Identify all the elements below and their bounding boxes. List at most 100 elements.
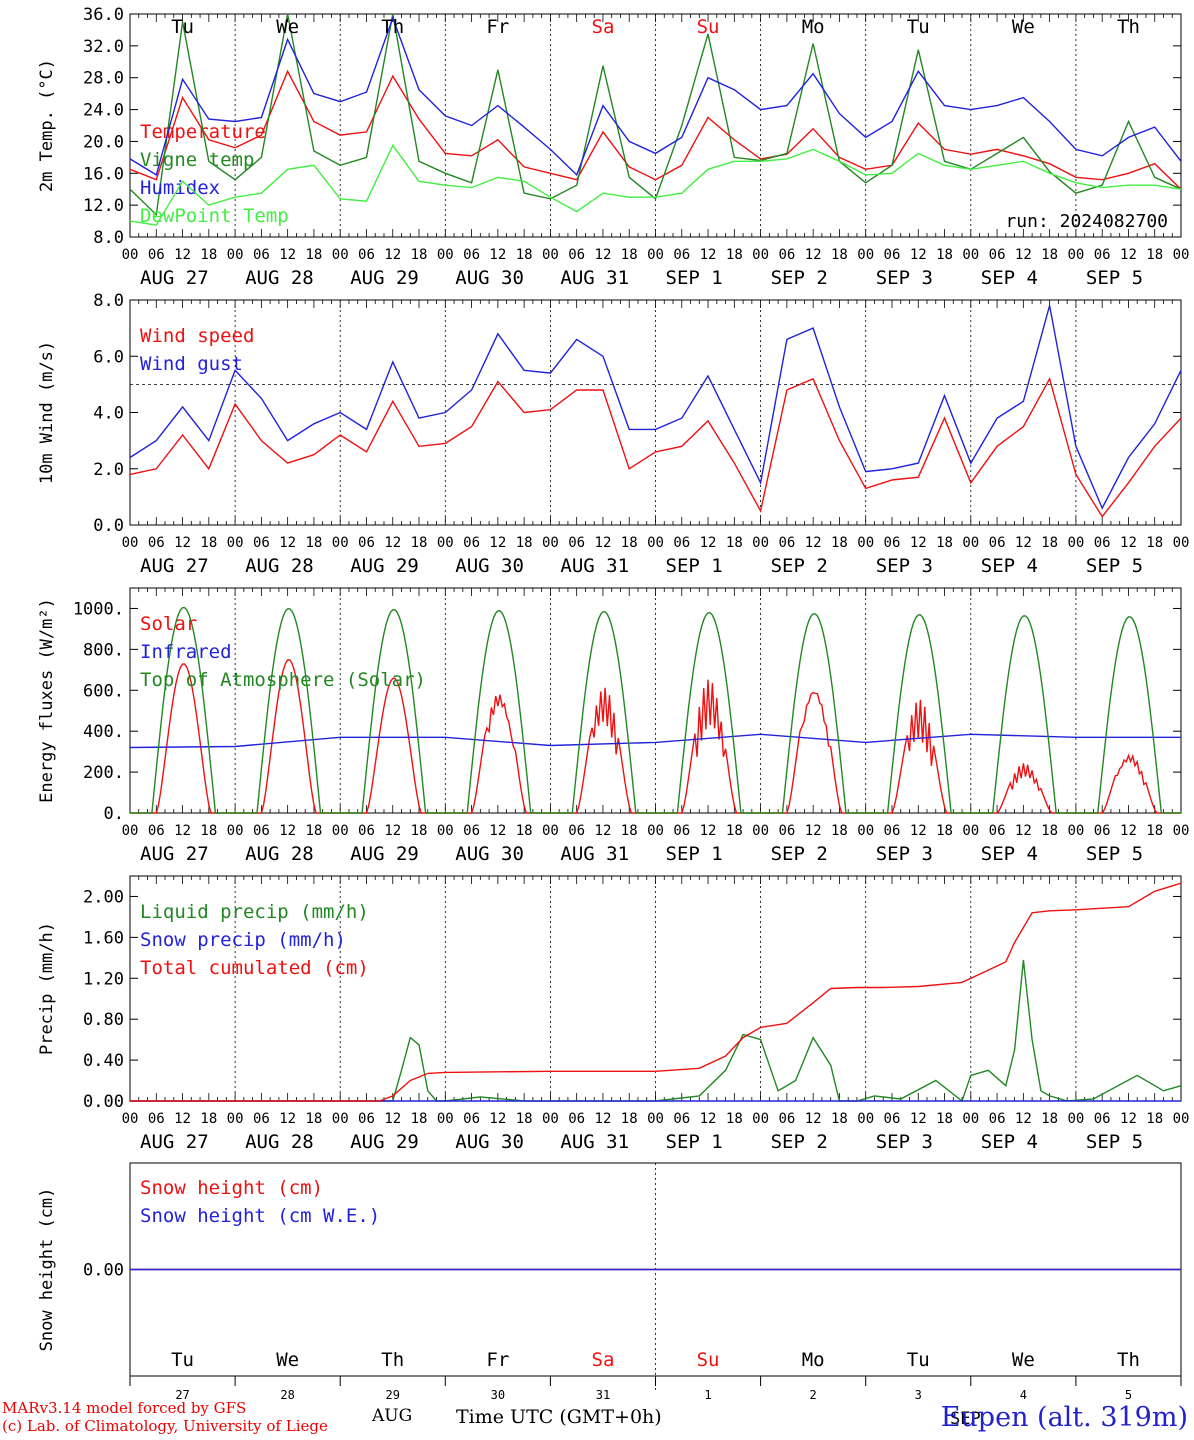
hour-label: 00 (962, 1111, 979, 1127)
y-tick-label: 2.00 (83, 887, 124, 907)
hour-label: 18 (305, 823, 322, 839)
hour-label: 00 (962, 823, 979, 839)
hour-label: 00 (332, 535, 349, 551)
hour-label: 12 (805, 1111, 822, 1127)
date-label: SEP 1 (666, 555, 723, 577)
weekday-label: Sa (592, 16, 615, 38)
hour-label: 18 (1146, 247, 1163, 263)
hour-label: 00 (437, 1111, 454, 1127)
y-axis-label: Precip (mm/h) (37, 922, 57, 1055)
date-label: AUG 28 (245, 555, 314, 577)
hour-label: 00 (1173, 1111, 1190, 1127)
weekday-label: Su (697, 1349, 720, 1371)
legend-entry: Total cumulated (cm) (140, 957, 369, 979)
date-label: AUG 29 (350, 843, 419, 865)
date-label: SEP 5 (1086, 1131, 1143, 1153)
hour-label: 12 (489, 1111, 506, 1127)
hour-label: 18 (411, 247, 428, 263)
hour-label: 18 (621, 247, 638, 263)
hour-label: 18 (621, 535, 638, 551)
series-line-2 (129, 13, 1182, 217)
hour-label: 00 (647, 247, 664, 263)
hour-label: 12 (1120, 535, 1137, 551)
y-tick-label: 4.0 (93, 404, 124, 424)
hour-label: 06 (568, 247, 585, 263)
legend-entry: Snow precip (mm/h) (140, 929, 346, 951)
series-line-3 (130, 882, 1182, 1102)
hour-label: 18 (936, 535, 953, 551)
weekday-label: Th (1117, 1349, 1140, 1371)
hour-label: 06 (989, 823, 1006, 839)
weekday-label: Tu (171, 1349, 194, 1371)
date-label: AUG 31 (560, 843, 629, 865)
hour-label: 18 (1146, 1111, 1163, 1127)
hour-label: 06 (463, 823, 480, 839)
hour-label: 00 (542, 1111, 559, 1127)
y-tick-label: 6.0 (93, 347, 124, 367)
legend-entry: Snow height (cm) (140, 1177, 323, 1199)
month-label: AUG (372, 1406, 413, 1426)
hour-label: 06 (358, 1111, 375, 1127)
hour-label: 00 (542, 535, 559, 551)
hour-label: 00 (752, 1111, 769, 1127)
hour-label: 12 (805, 535, 822, 551)
hour-label: 00 (227, 247, 244, 263)
hour-label: 18 (516, 535, 533, 551)
date-label: SEP 4 (981, 267, 1038, 289)
run-label: run: 2024082700 (1005, 211, 1168, 232)
hour-label: 06 (673, 247, 690, 263)
y-tick-label: 1000. (73, 599, 124, 619)
weekday-label: We (276, 16, 299, 38)
hour-label: 00 (647, 1111, 664, 1127)
hour-label: 00 (647, 535, 664, 551)
hour-label: 12 (489, 535, 506, 551)
hour-label: 12 (174, 823, 191, 839)
hour-label: 18 (936, 823, 953, 839)
series-line-1 (129, 376, 1182, 518)
hour-label: 18 (621, 823, 638, 839)
hour-label: 18 (305, 535, 322, 551)
hour-label: 18 (831, 1111, 848, 1127)
hour-label: 00 (122, 535, 139, 551)
hour-label: 06 (148, 535, 165, 551)
hour-label: 06 (358, 535, 375, 551)
hour-label: 18 (726, 535, 743, 551)
y-tick-label: 400. (83, 722, 124, 742)
hour-label: 18 (305, 247, 322, 263)
date-label: AUG 29 (350, 267, 419, 289)
weekday-label: Fr (486, 1349, 509, 1371)
date-label: AUG 31 (560, 1131, 629, 1153)
hour-label: 18 (516, 1111, 533, 1127)
date-label: SEP 5 (1086, 843, 1143, 865)
weekday-label: We (1012, 1349, 1035, 1371)
y-tick-label: 28.0 (83, 69, 124, 89)
hour-label: 12 (489, 823, 506, 839)
hour-label: 06 (148, 823, 165, 839)
hour-label: 12 (489, 247, 506, 263)
legend-entry: Solar (140, 613, 197, 635)
hour-label: 06 (884, 247, 901, 263)
hour-label: 12 (1015, 247, 1032, 263)
date-label: AUG 30 (455, 555, 524, 577)
hour-label: 12 (910, 823, 927, 839)
y-tick-label: 0.40 (83, 1051, 124, 1071)
hour-label: 12 (384, 247, 401, 263)
hour-label: 06 (778, 823, 795, 839)
date-label: AUG 27 (140, 1131, 209, 1153)
day-number: 1 (704, 1388, 711, 1402)
y-tick-label: 0.00 (83, 1092, 124, 1112)
hour-label: 00 (1173, 823, 1190, 839)
date-label: SEP 1 (666, 267, 723, 289)
weekday-label: Th (381, 16, 404, 38)
hour-label: 06 (358, 823, 375, 839)
month-label-sep: SEP (950, 1409, 981, 1429)
hour-label: 18 (831, 247, 848, 263)
y-tick-label: 0.0 (93, 516, 124, 536)
hour-label: 06 (673, 823, 690, 839)
weekday-label: Tu (171, 16, 194, 38)
day-number: 5 (1125, 1388, 1132, 1402)
hour-label: 18 (726, 823, 743, 839)
weekday-label: Fr (486, 16, 509, 38)
hour-label: 06 (253, 535, 270, 551)
